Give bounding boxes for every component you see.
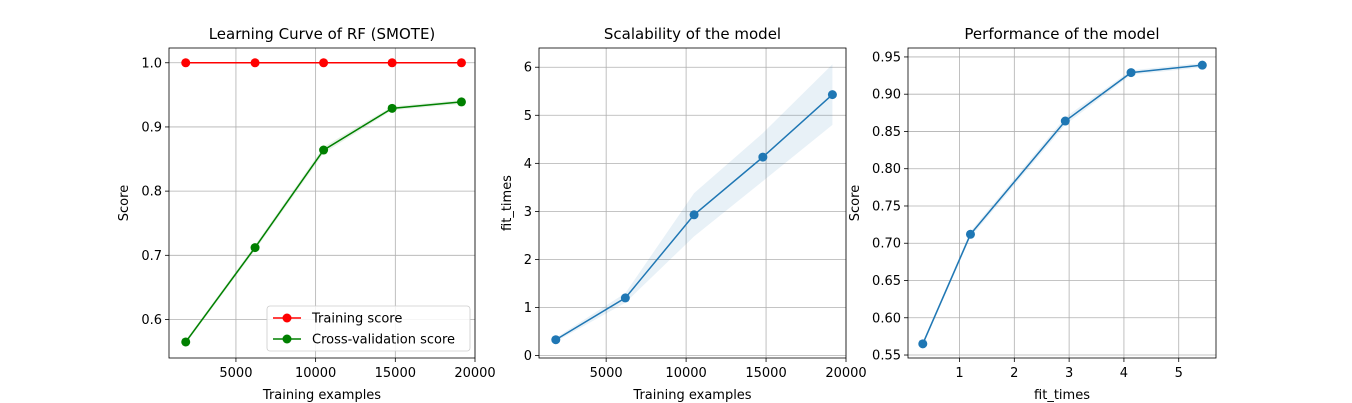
y-tick-label: 0.9 xyxy=(141,120,162,135)
data-point xyxy=(250,58,260,68)
y-axis-label: fit_times xyxy=(500,175,515,231)
y-tick-label: 0.7 xyxy=(141,249,162,264)
y-tick-label: 0 xyxy=(524,349,532,364)
x-axis-label: Training examples xyxy=(262,388,381,403)
x-tick-label: 4 xyxy=(1120,366,1128,381)
data-point xyxy=(1197,60,1207,70)
data-point xyxy=(689,210,699,220)
x-tick-label: 5000 xyxy=(219,366,252,381)
chart-title-learning-curve: Learning Curve of RF (SMOTE) xyxy=(209,25,436,43)
data-point xyxy=(319,58,329,68)
y-tick-label: 0.6 xyxy=(141,313,162,328)
data-point xyxy=(181,337,191,347)
x-tick-label: 10000 xyxy=(295,366,336,381)
y-axis-label: Score xyxy=(848,185,863,221)
data-point xyxy=(319,145,329,155)
series-band xyxy=(555,64,833,342)
x-tick-label: 15000 xyxy=(745,366,786,381)
y-tick-label: 0.55 xyxy=(872,349,901,364)
legend-label: Cross-validation score xyxy=(312,333,455,348)
legend-box xyxy=(266,305,471,352)
data-point xyxy=(918,339,928,349)
y-tick-label: 4 xyxy=(524,157,532,172)
y-tick-label: 0.75 xyxy=(872,199,901,214)
x-tick-label: 15000 xyxy=(375,366,416,381)
y-tick-label: 1 xyxy=(524,301,532,316)
data-point xyxy=(456,97,466,107)
series-line xyxy=(922,64,1203,345)
data-point xyxy=(387,58,397,68)
legend: Training score Cross-validation score xyxy=(266,305,471,352)
legend-label: Training score xyxy=(311,312,402,327)
x-tick-label: 5 xyxy=(1175,366,1183,381)
y-axis-label: Score xyxy=(117,185,132,221)
y-tick-label: 0.95 xyxy=(872,50,901,65)
x-tick-label: 1 xyxy=(955,366,963,381)
x-tick-label: 20000 xyxy=(454,366,495,381)
data-point xyxy=(456,58,466,68)
y-tick-label: 0.65 xyxy=(872,274,901,289)
data-point xyxy=(965,229,975,239)
axes-frame xyxy=(907,47,1217,359)
y-tick-label: 0.90 xyxy=(872,88,901,103)
data-point xyxy=(827,90,837,100)
legend-marker xyxy=(282,334,292,344)
axes-frame xyxy=(538,47,847,359)
y-tick-label: 0.70 xyxy=(872,237,901,252)
y-tick-label: 0.8 xyxy=(141,185,162,200)
x-tick-label: 5000 xyxy=(590,366,623,381)
y-tick-label: 6 xyxy=(524,61,532,76)
x-axis-label: Training examples xyxy=(632,388,751,403)
data-point xyxy=(551,335,561,345)
y-tick-label: 1.0 xyxy=(141,56,162,71)
y-tick-label: 0.60 xyxy=(872,311,901,326)
y-tick-label: 2 xyxy=(524,253,532,268)
y-tick-label: 0.80 xyxy=(872,162,901,177)
panel-scalability: 5000 10000 15000 20000 0 1 2 3 4 5 6 Scalability of… xyxy=(500,25,867,403)
data-point xyxy=(758,152,768,162)
y-tick-label: 3 xyxy=(524,205,532,220)
legend-marker xyxy=(282,313,292,323)
data-point xyxy=(620,293,630,303)
data-point xyxy=(1060,116,1070,126)
data-point xyxy=(181,58,191,68)
series-band xyxy=(922,62,1203,347)
x-tick-label: 3 xyxy=(1065,366,1073,381)
panel-performance: 1 2 3 4 5 0.55 0.60 0.65 0.70 0.75 0.80 0.85 0.90 0.9… xyxy=(848,25,1217,403)
x-tick-label: 10000 xyxy=(665,366,706,381)
chart-title-scalability: Scalability of the model xyxy=(604,25,781,43)
chart-title-performance: Performance of the model xyxy=(964,25,1159,43)
panel-learning-curve: 5000 10000 15000 20000 0.6 0.7 0.8 0.9 1.0 Learni… xyxy=(117,25,496,403)
data-point xyxy=(1126,68,1136,78)
y-tick-label: 5 xyxy=(524,109,532,124)
y-tick-label: 0.85 xyxy=(872,125,901,140)
x-tick-label: 20000 xyxy=(825,366,866,381)
data-point xyxy=(387,103,397,113)
data-point xyxy=(250,243,260,253)
x-axis-label: fit_times xyxy=(1034,388,1090,403)
x-tick-label: 2 xyxy=(1010,366,1018,381)
axes-frame xyxy=(168,47,476,359)
